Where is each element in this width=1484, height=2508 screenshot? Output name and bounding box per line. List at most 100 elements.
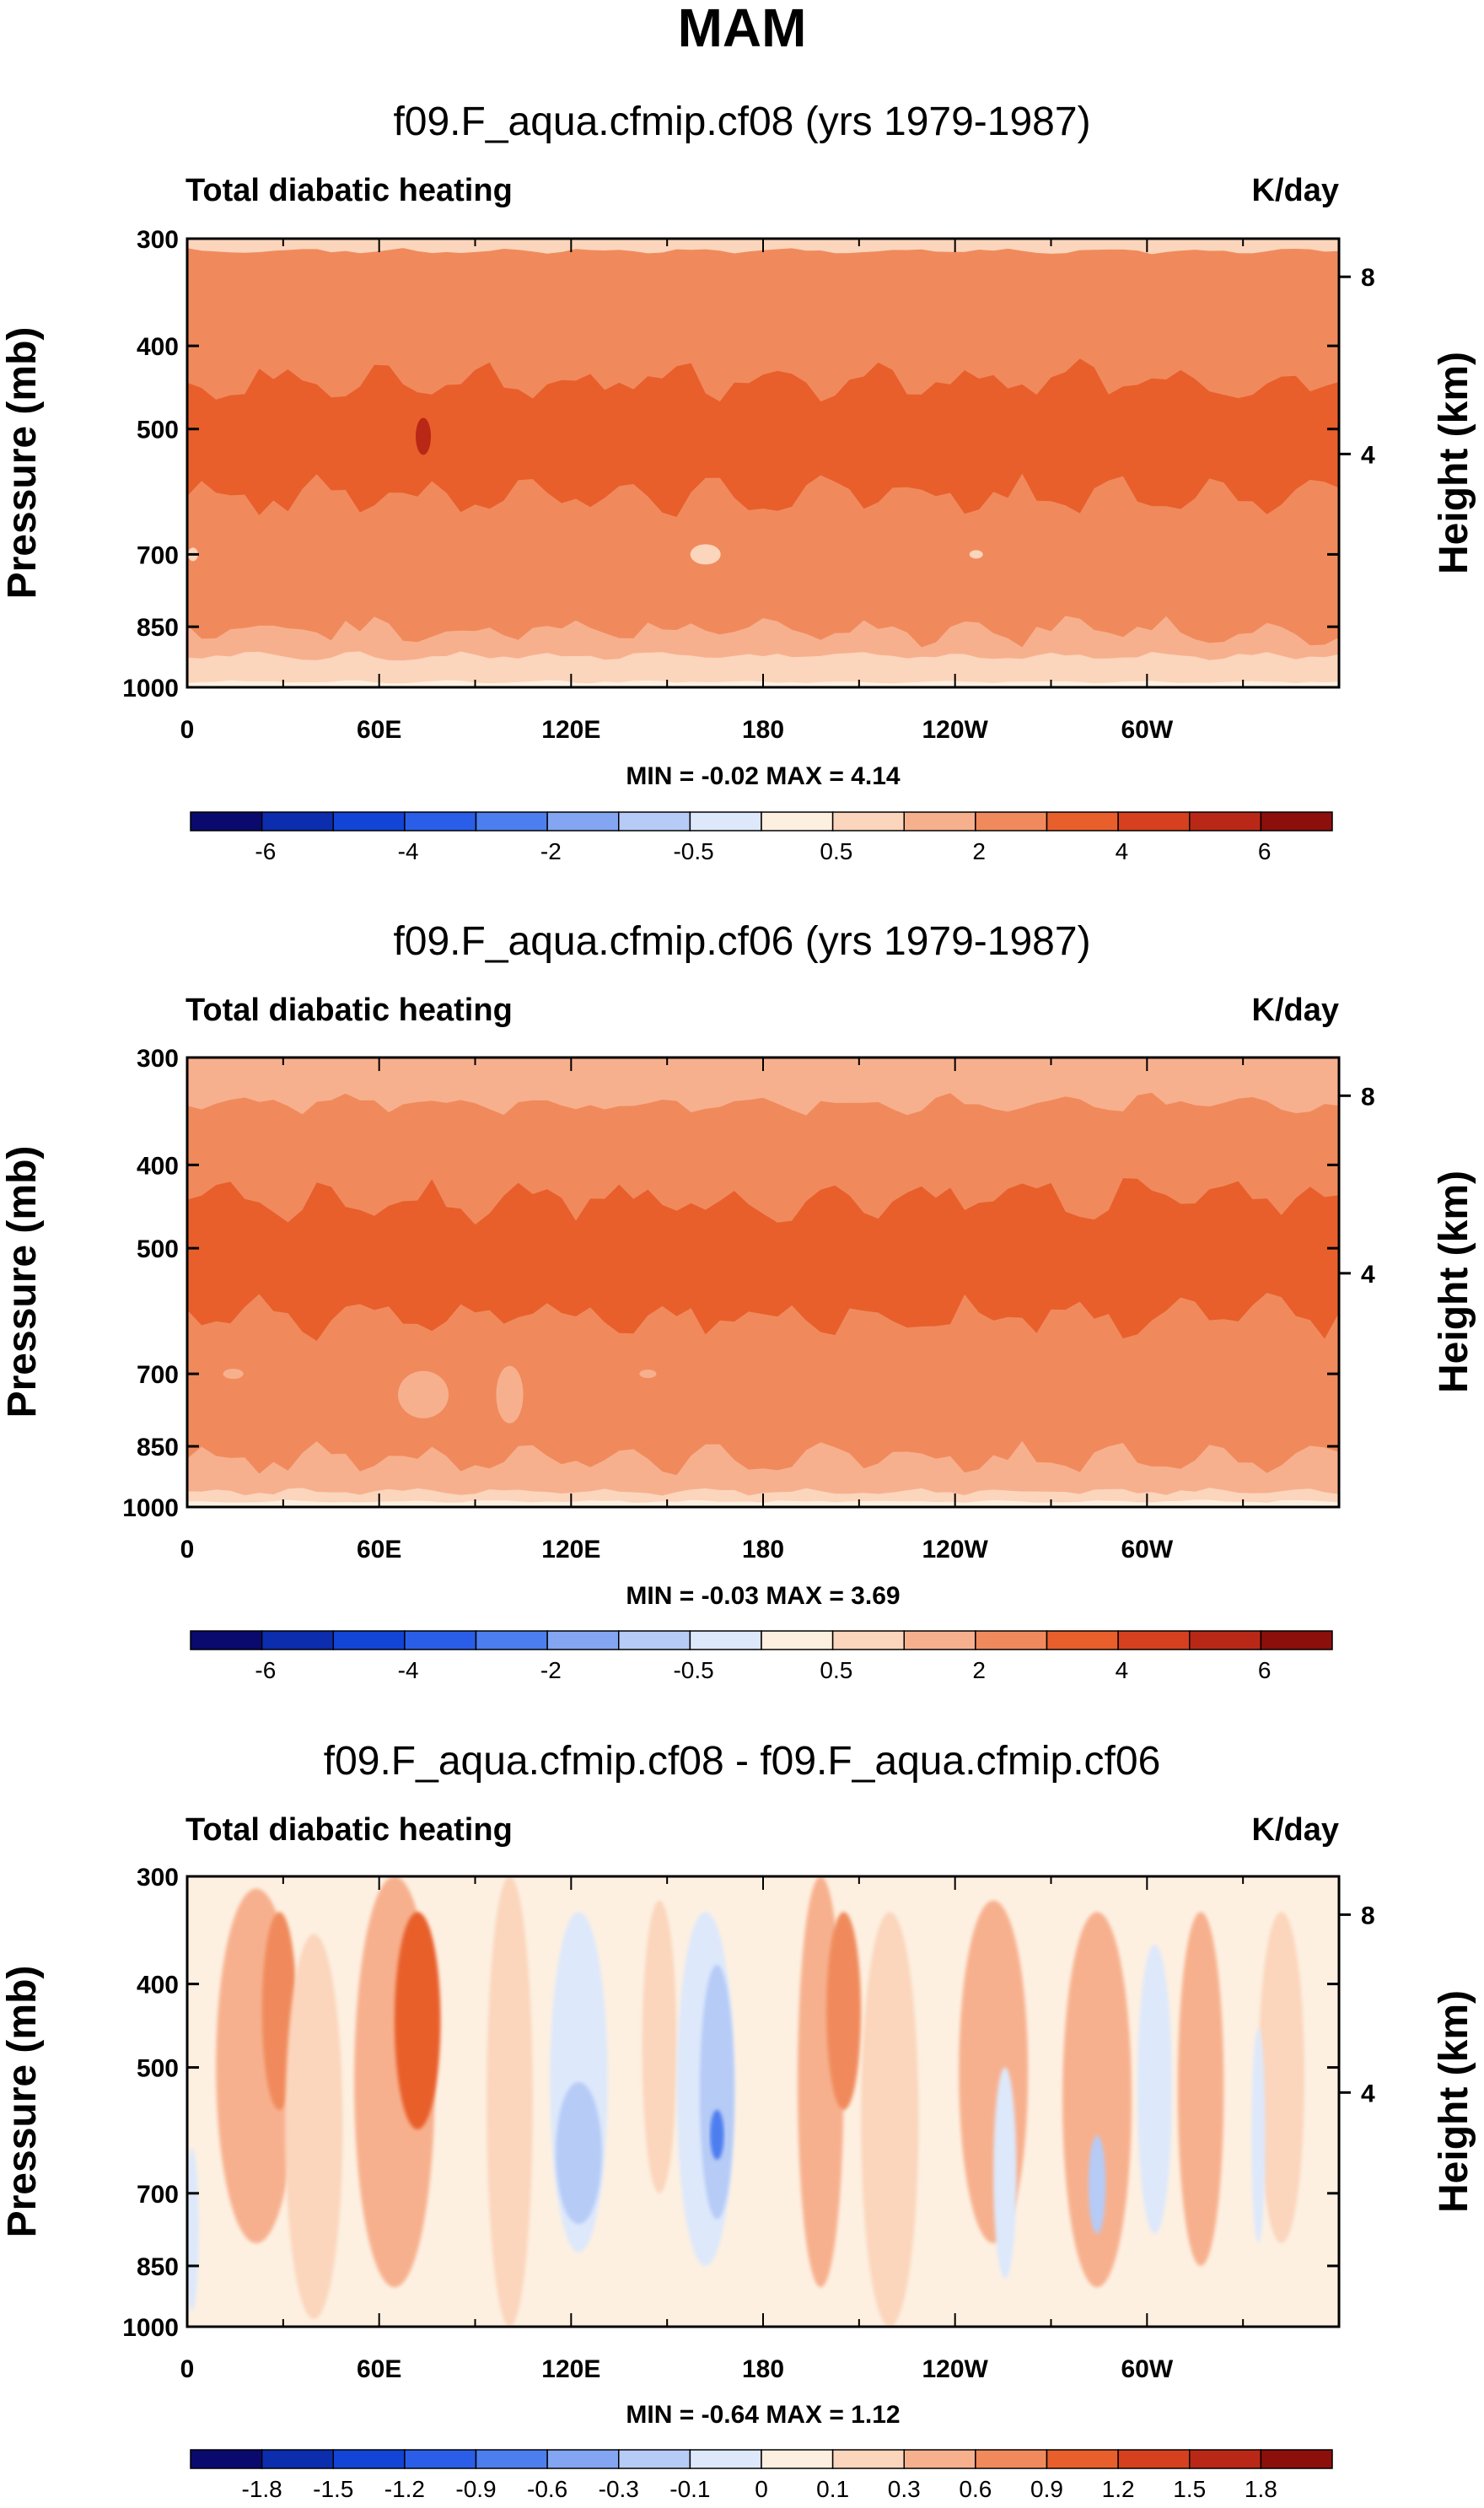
y-tick-label: 500 xyxy=(137,417,179,444)
colorbar-label: 4 xyxy=(1116,838,1129,864)
y2-tick-label: 4 xyxy=(1361,2080,1375,2107)
x-tick-label: 60E xyxy=(357,2355,401,2383)
colorbar-label: -6 xyxy=(255,838,276,864)
longitude-axis: 0 60E 120E 180 120W 60W xyxy=(180,1876,1245,2383)
panel-1: f09.F_aqua.cfmip.cf08 (yrs 1979-1987) To… xyxy=(0,100,1476,864)
pressure-axis: 300 400 500 700 850 1000 xyxy=(122,1864,1339,2342)
x-tick-label: 60W xyxy=(1121,716,1173,744)
colorbar-swatch xyxy=(1260,811,1333,832)
x-tick-label: 60W xyxy=(1121,1536,1173,1563)
colorbar-label: -0.5 xyxy=(673,1657,713,1683)
colorbar-swatch xyxy=(618,1630,691,1650)
x-tick-label: 0 xyxy=(180,2355,195,2383)
colorbar-swatch xyxy=(903,2449,976,2469)
contour-fill xyxy=(223,1369,244,1380)
contour-fill xyxy=(416,417,432,455)
units-label: K/day xyxy=(1252,173,1339,208)
colorbar-swatch xyxy=(546,2449,620,2469)
height-axis: 84 xyxy=(1339,264,1375,469)
colorbar-label: 0.9 xyxy=(1030,2476,1063,2502)
y-tick-label: 850 xyxy=(137,1434,179,1461)
contour-fill xyxy=(690,544,721,565)
pressure-axis: 300 400 500 700 850 1000 xyxy=(122,1045,1339,1522)
contour-fill xyxy=(556,2081,602,2225)
colorbar-swatch xyxy=(975,811,1048,832)
contour-fill xyxy=(710,2109,724,2161)
colorbar-swatch xyxy=(831,811,905,832)
y-tick-label: 500 xyxy=(137,1235,179,1263)
y2-tick-label: 8 xyxy=(1361,264,1375,292)
y2-tick-label: 4 xyxy=(1361,1261,1375,1289)
colorbar-label: -6 xyxy=(255,1657,276,1683)
contour-fill xyxy=(487,1876,533,2327)
height-axis: 84 xyxy=(1339,1902,1375,2107)
panel-title: f09.F_aqua.cfmip.cf08 (yrs 1979-1987) xyxy=(393,100,1090,144)
colorbar-swatch xyxy=(761,811,834,832)
colorbar-swatch xyxy=(903,1630,976,1650)
y-tick-label: 300 xyxy=(137,226,179,254)
colorbar-swatch xyxy=(618,811,691,832)
colorbar-swatch xyxy=(903,811,976,832)
colorbar-label: -1.2 xyxy=(384,2476,425,2502)
x-tick-label: 120E xyxy=(541,2355,600,2383)
colorbar-label: -0.3 xyxy=(599,2476,639,2502)
colorbar-label: 2 xyxy=(972,1657,986,1683)
y-tick-label: 300 xyxy=(137,1864,179,1892)
colorbar-swatch xyxy=(261,811,334,832)
colorbar-swatch xyxy=(332,811,406,832)
units-label: K/day xyxy=(1252,1812,1339,1848)
colorbar-swatch xyxy=(190,2449,263,2469)
colorbar-label: -1.8 xyxy=(242,2476,282,2502)
variable-label: Total diabatic heating xyxy=(186,173,513,208)
contour-fill xyxy=(639,1370,657,1379)
y-axis-label: Pressure (mb) xyxy=(0,327,45,600)
colorbar: -6 -4 -2 -0.5 0.5 2 4 6 xyxy=(190,1630,1333,1683)
colorbar-swatch xyxy=(261,2449,334,2469)
contour-fill xyxy=(1088,2135,1106,2234)
y2-tick-label: 4 xyxy=(1361,441,1375,469)
colorbar-label: -0.1 xyxy=(669,2476,710,2502)
colorbar-swatch xyxy=(831,2449,905,2469)
contour-fill xyxy=(187,1440,1339,1507)
y-tick-label: 700 xyxy=(137,1361,179,1389)
contour-fill xyxy=(187,2148,199,2312)
y-tick-label: 850 xyxy=(137,2253,179,2281)
y-tick-label: 400 xyxy=(137,1972,179,1999)
x-tick-label: 0 xyxy=(180,716,195,744)
contour-plot-area xyxy=(187,1058,1339,1507)
y-tick-label: 1000 xyxy=(122,1494,179,1522)
y-tick-label: 400 xyxy=(137,1152,179,1180)
contour-fill xyxy=(699,1964,734,2220)
longitude-axis: 0 60E 120E 180 120W 60W xyxy=(180,239,1245,744)
x-tick-label: 60E xyxy=(357,716,401,744)
contour-fill xyxy=(496,1365,524,1424)
colorbar-swatch xyxy=(332,1630,406,1650)
panel-2: f09.F_aqua.cfmip.cf06 (yrs 1979-1987) To… xyxy=(0,919,1476,1683)
panel-title: f09.F_aqua.cfmip.cf08 - f09.F_aqua.cfmip… xyxy=(324,1739,1161,1784)
contour-fill xyxy=(1258,1912,1305,2244)
contour-fill xyxy=(969,550,983,559)
contour-fill xyxy=(1062,1912,1132,2288)
colorbar-label: 0.5 xyxy=(820,1657,852,1683)
panel-title: f09.F_aqua.cfmip.cf06 (yrs 1979-1987) xyxy=(393,919,1090,964)
y-axis-label: Pressure (mb) xyxy=(0,1966,45,2238)
y2-tick-label: 8 xyxy=(1361,1902,1375,1929)
colorbar-label: 0 xyxy=(755,2476,768,2502)
contour-fill xyxy=(959,1900,1029,2244)
contour-plot-area xyxy=(187,239,1339,687)
x-tick-label: 120E xyxy=(541,716,600,744)
colorbar-label: 1.8 xyxy=(1245,2476,1277,2502)
colorbar-swatch xyxy=(975,1630,1048,1650)
colorbar-swatch xyxy=(1117,1630,1191,1650)
season-title: MAM xyxy=(678,0,807,58)
y2-axis-label: Height (km) xyxy=(1432,1171,1476,1393)
colorbar-label: 6 xyxy=(1258,838,1272,864)
colorbar-label: -2 xyxy=(540,838,562,864)
colorbar-swatch xyxy=(404,1630,477,1650)
contour-fill xyxy=(187,1058,1339,1116)
colorbar-label: 0.1 xyxy=(816,2476,849,2502)
colorbar-swatch xyxy=(1189,811,1262,832)
colorbar-swatch xyxy=(689,1630,762,1650)
x-tick-label: 60W xyxy=(1121,2355,1173,2383)
y-axis-label: Pressure (mb) xyxy=(0,1146,45,1418)
